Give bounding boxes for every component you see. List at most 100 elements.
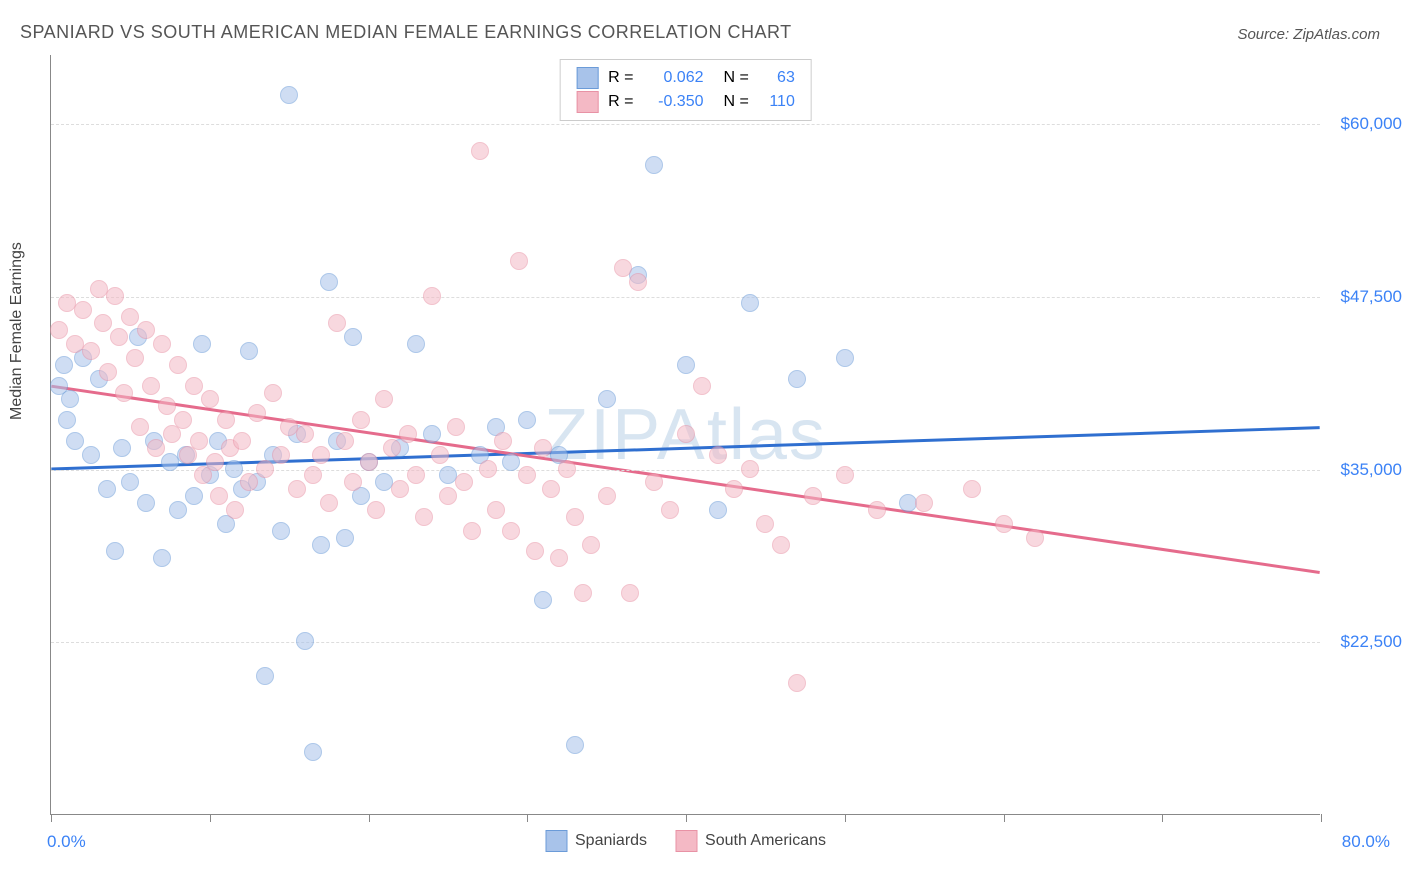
data-point [566,736,584,754]
y-tick-label: $22,500 [1341,632,1402,652]
data-point [439,487,457,505]
data-point [661,501,679,519]
swatch-spaniards-bottom [545,830,567,852]
r-value-spaniards: 0.062 [644,66,704,90]
data-point [280,86,298,104]
data-point [526,542,544,560]
data-point [360,453,378,471]
data-point [106,287,124,305]
x-tick [845,814,846,822]
data-point [550,549,568,567]
series-legend: Spaniards South Americans [545,830,826,852]
data-point [226,501,244,519]
legend-row-southamericans: R = -0.350 N = 110 [576,90,795,114]
data-point [169,501,187,519]
data-point [741,294,759,312]
data-point [320,494,338,512]
data-point [677,356,695,374]
data-point [106,542,124,560]
data-point [383,439,401,457]
data-point [288,480,306,498]
x-tick [1162,814,1163,822]
data-point [558,460,576,478]
n-label: N = [724,66,749,90]
y-tick-label: $47,500 [1341,287,1402,307]
data-point [518,411,536,429]
data-point [190,432,208,450]
data-point [336,529,354,547]
r-value-southamericans: -0.350 [644,90,704,114]
data-point [320,273,338,291]
n-value-spaniards: 63 [759,66,795,90]
x-tick [686,814,687,822]
data-point [240,342,258,360]
data-point [174,411,192,429]
data-point [115,384,133,402]
data-point [645,156,663,174]
data-point [66,432,84,450]
data-point [995,515,1013,533]
data-point [296,425,314,443]
x-tick [1321,814,1322,822]
stats-legend: R = 0.062 N = 63 R = -0.350 N = 110 [559,59,812,121]
data-point [304,743,322,761]
data-point [494,432,512,450]
data-point [110,328,128,346]
data-point [58,411,76,429]
y-axis-label: Median Female Earnings [8,242,26,420]
data-point [98,480,116,498]
data-point [915,494,933,512]
data-point [94,314,112,332]
x-tick [210,814,211,822]
data-point [502,522,520,540]
data-point [304,466,322,484]
data-point [510,252,528,270]
data-point [479,460,497,478]
data-point [210,487,228,505]
grid-line [51,124,1320,125]
data-point [431,446,449,464]
r-label: R = [608,90,633,114]
data-point [312,446,330,464]
y-tick-label: $60,000 [1341,114,1402,134]
data-point [677,425,695,443]
data-point [240,473,258,491]
data-point [709,501,727,519]
data-point [487,501,505,519]
data-point [142,377,160,395]
data-point [126,349,144,367]
data-point [621,584,639,602]
x-tick [1004,814,1005,822]
x-tick [527,814,528,822]
data-point [272,522,290,540]
data-point [367,501,385,519]
legend-label-spaniards: Spaniards [575,832,647,850]
data-point [344,328,362,346]
data-point [169,356,187,374]
data-point [225,460,243,478]
n-value-southamericans: 110 [759,90,795,114]
data-point [256,460,274,478]
data-point [217,411,235,429]
data-point [137,494,155,512]
data-point [233,432,251,450]
data-point [645,473,663,491]
data-point [788,370,806,388]
data-point [336,432,354,450]
n-label: N = [724,90,749,114]
data-point [131,418,149,436]
grid-line [51,297,1320,298]
data-point [82,446,100,464]
data-point [582,536,600,554]
source-label: Source: ZipAtlas.com [1237,26,1380,43]
r-label: R = [608,66,633,90]
grid-line [51,642,1320,643]
data-point [74,301,92,319]
data-point [185,487,203,505]
legend-label-southamericans: South Americans [705,832,826,850]
data-point [598,487,616,505]
data-point [185,377,203,395]
data-point [566,508,584,526]
swatch-southamericans [576,91,598,113]
data-point [344,473,362,491]
